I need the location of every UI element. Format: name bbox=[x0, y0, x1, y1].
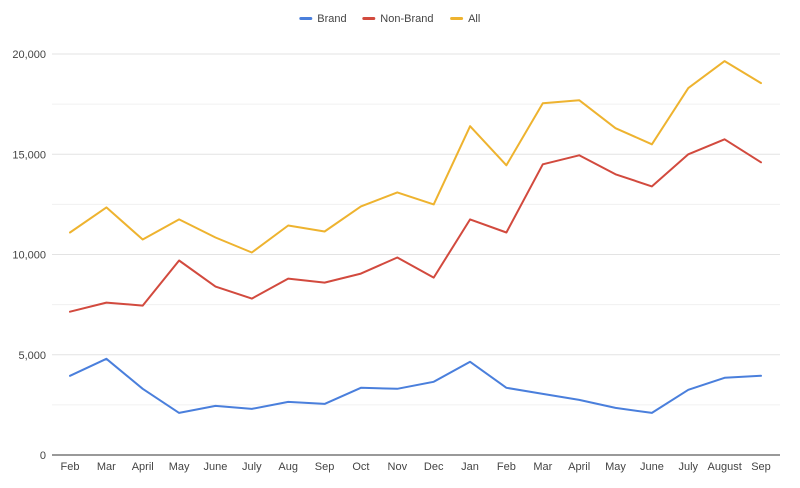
y-axis: 0 5,000 10,000 15,000 20,000 bbox=[12, 49, 46, 462]
x-tick-label: July bbox=[678, 461, 698, 473]
legend-swatch bbox=[450, 17, 464, 20]
x-tick-label: April bbox=[568, 461, 590, 473]
x-tick-label: Mar bbox=[97, 461, 116, 473]
x-tick-label: Dec bbox=[424, 461, 444, 473]
x-tick-label: June bbox=[640, 461, 664, 473]
x-tick-label: Jan bbox=[461, 461, 479, 473]
legend-swatch bbox=[362, 17, 376, 20]
x-tick-label: July bbox=[242, 461, 262, 473]
x-tick-label: Nov bbox=[388, 461, 408, 473]
x-tick-label: April bbox=[132, 461, 154, 473]
series-line-brand bbox=[69, 357, 762, 414]
x-tick-label: Feb bbox=[61, 461, 80, 473]
legend-swatch bbox=[299, 17, 313, 20]
x-tick-label: May bbox=[605, 461, 626, 473]
x-tick-label: Aug bbox=[278, 461, 298, 473]
x-tick-label: Oct bbox=[352, 461, 369, 473]
x-tick-label: Sep bbox=[751, 461, 771, 473]
y-tick-label: 20,000 bbox=[12, 49, 46, 61]
x-tick-label: Mar bbox=[533, 461, 552, 473]
grid bbox=[52, 53, 780, 456]
legend: Brand Non-Brand All bbox=[299, 13, 480, 25]
legend-label: Brand bbox=[317, 13, 346, 25]
x-tick-label: Sep bbox=[315, 461, 335, 473]
y-tick-label: 5,000 bbox=[18, 350, 46, 362]
x-tick-label: May bbox=[169, 461, 190, 473]
x-tick-label: August bbox=[708, 461, 742, 473]
legend-item: Non-Brand bbox=[362, 13, 434, 25]
series-line-all bbox=[69, 60, 762, 254]
x-axis: Feb Mar April May June July Aug Sep Oct Nov Dec Jan… bbox=[61, 461, 771, 473]
legend-label: Non-Brand bbox=[380, 13, 433, 25]
legend-item: Brand bbox=[299, 13, 347, 25]
legend-item: All bbox=[450, 13, 480, 25]
x-tick-label: June bbox=[204, 461, 228, 473]
y-tick-label: 15,000 bbox=[12, 149, 46, 161]
series-lines bbox=[69, 60, 762, 414]
series-line-non-brand bbox=[69, 138, 762, 313]
y-tick-label: 0 bbox=[40, 450, 46, 462]
x-tick-label: Feb bbox=[497, 461, 516, 473]
y-tick-label: 10,000 bbox=[12, 250, 46, 262]
legend-label: All bbox=[468, 13, 480, 25]
